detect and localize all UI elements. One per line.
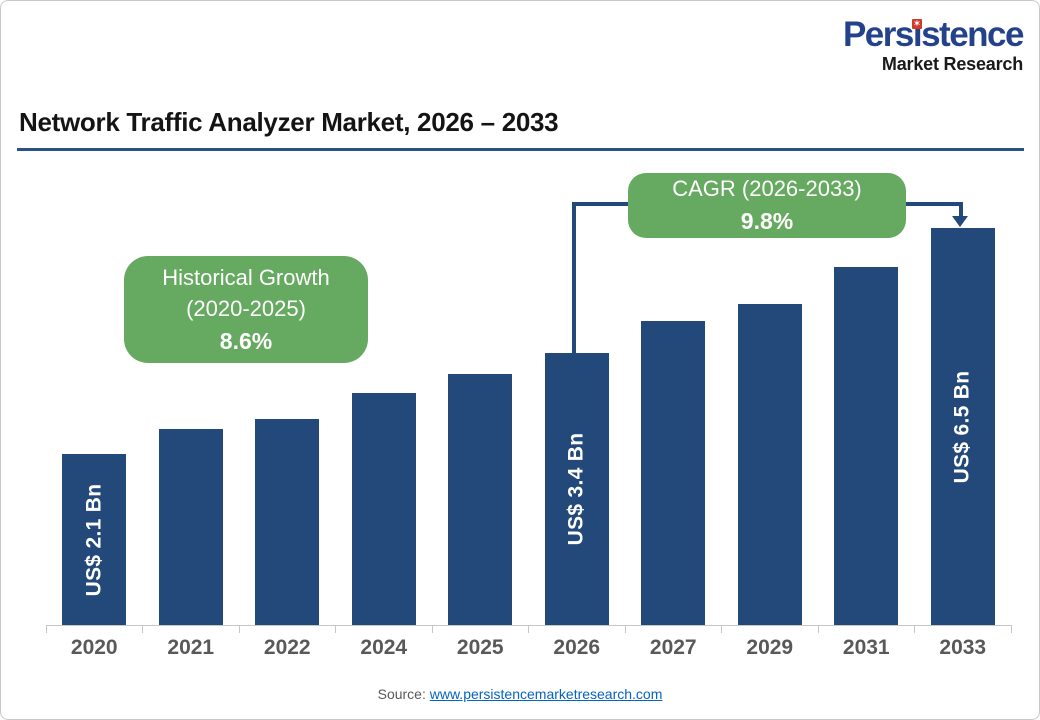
- bar-slot: US$ 6.5 Bn 2033: [915, 181, 1012, 659]
- x-axis-label: 2031: [842, 636, 890, 659]
- brand-name-part: stence: [921, 15, 1024, 54]
- connector-vertical-2026: [572, 202, 576, 353]
- bar-slot: 2024: [336, 181, 433, 659]
- axis-tick: [142, 625, 143, 633]
- historical-growth-line1: Historical Growth: [162, 264, 330, 290]
- bar-value-label: US$ 3.4 Bn: [564, 432, 588, 546]
- bar-2020: US$ 2.1 Bn: [62, 454, 127, 625]
- historical-growth-value: 8.6%: [219, 328, 273, 355]
- axis-tick: [624, 625, 626, 633]
- bar-2025: [448, 374, 513, 625]
- x-axis-label: 2025: [456, 636, 504, 659]
- brand-name-part: Pers: [842, 15, 914, 54]
- bar-slot: 2022: [239, 181, 336, 659]
- bar-2024: [351, 393, 416, 625]
- historical-growth-line2: (2020-2025): [186, 296, 306, 322]
- bar-slot: 2029: [722, 181, 819, 659]
- source-link[interactable]: www.persistencemarketresearch.com: [429, 686, 663, 702]
- bar-value-label: US$ 2.1 Bn: [82, 483, 106, 596]
- axis-tick: [45, 625, 47, 633]
- connector-horizontal-left: [572, 202, 630, 206]
- axis-tick: [914, 625, 915, 633]
- plot-area: US$ 2.1 Bn 2020 2021 2022 2024 2025 US$ 3.4 Bn…: [45, 181, 1012, 659]
- axis-tick: [238, 625, 240, 633]
- bar-2021: [158, 429, 223, 625]
- x-axis-label: 2033: [939, 636, 987, 659]
- x-axis-label: 2024: [360, 636, 408, 659]
- connector-horizontal-right: [904, 202, 963, 206]
- cagr-value: 9.8%: [740, 208, 794, 235]
- title-underline: [17, 148, 1024, 151]
- bar-2027: [641, 321, 706, 625]
- x-axis-label: 2029: [746, 636, 794, 659]
- bar-slot: US$ 2.1 Bn 2020: [46, 181, 143, 659]
- bar-slot: US$ 3.4 Bn 2026: [529, 181, 626, 659]
- source-label: Source:: [377, 686, 426, 702]
- arrow-down-icon: [952, 216, 968, 227]
- brand-name: Persı ✶ stence: [842, 15, 1025, 54]
- axis-tick: [528, 625, 529, 633]
- bar-2029: [737, 304, 802, 625]
- connector-vertical-2033: [959, 202, 963, 217]
- x-axis-label: 2026: [553, 636, 601, 659]
- bar-2033: US$ 6.5 Bn: [930, 228, 995, 625]
- axis-tick: [335, 625, 336, 633]
- cagr-callout: CAGR (2026-2033) 9.8%: [628, 173, 906, 238]
- bar-2026: US$ 3.4 Bn: [544, 353, 609, 625]
- brand-i-glyph: ı: [912, 15, 923, 54]
- axis-tick: [817, 625, 819, 633]
- axis-tick: [721, 625, 722, 633]
- x-axis-label: 2020: [70, 636, 118, 659]
- bar-slot: 2025: [432, 181, 529, 659]
- brand-dotless-i: ı ✶: [911, 15, 923, 54]
- x-axis-label: 2027: [649, 636, 697, 659]
- bar-2031: [834, 267, 899, 625]
- bar-2022: [255, 419, 320, 625]
- cagr-line1: CAGR (2026-2033): [672, 176, 862, 202]
- bar-slot: 2027: [625, 181, 722, 659]
- bar-value-label: US$ 6.5 Bn: [950, 370, 974, 483]
- bar-slot: 2031: [818, 181, 915, 659]
- page-title: Network Traffic Analyzer Market, 2026 – …: [19, 107, 559, 137]
- star-icon: ✶: [911, 19, 922, 29]
- historical-growth-callout: Historical Growth (2020-2025) 8.6%: [124, 256, 368, 363]
- source-line: Source: www.persistencemarketresearch.co…: [1, 686, 1039, 702]
- brand-logo: Persı ✶ stence Market Research: [842, 15, 1025, 74]
- axis-tick: [1010, 625, 1012, 633]
- axis-tick: [431, 625, 433, 633]
- x-axis-label: 2022: [263, 636, 311, 659]
- bar-slot: 2021: [143, 181, 240, 659]
- x-axis-label: 2021: [167, 636, 215, 659]
- brand-tagline: Market Research: [881, 54, 1023, 74]
